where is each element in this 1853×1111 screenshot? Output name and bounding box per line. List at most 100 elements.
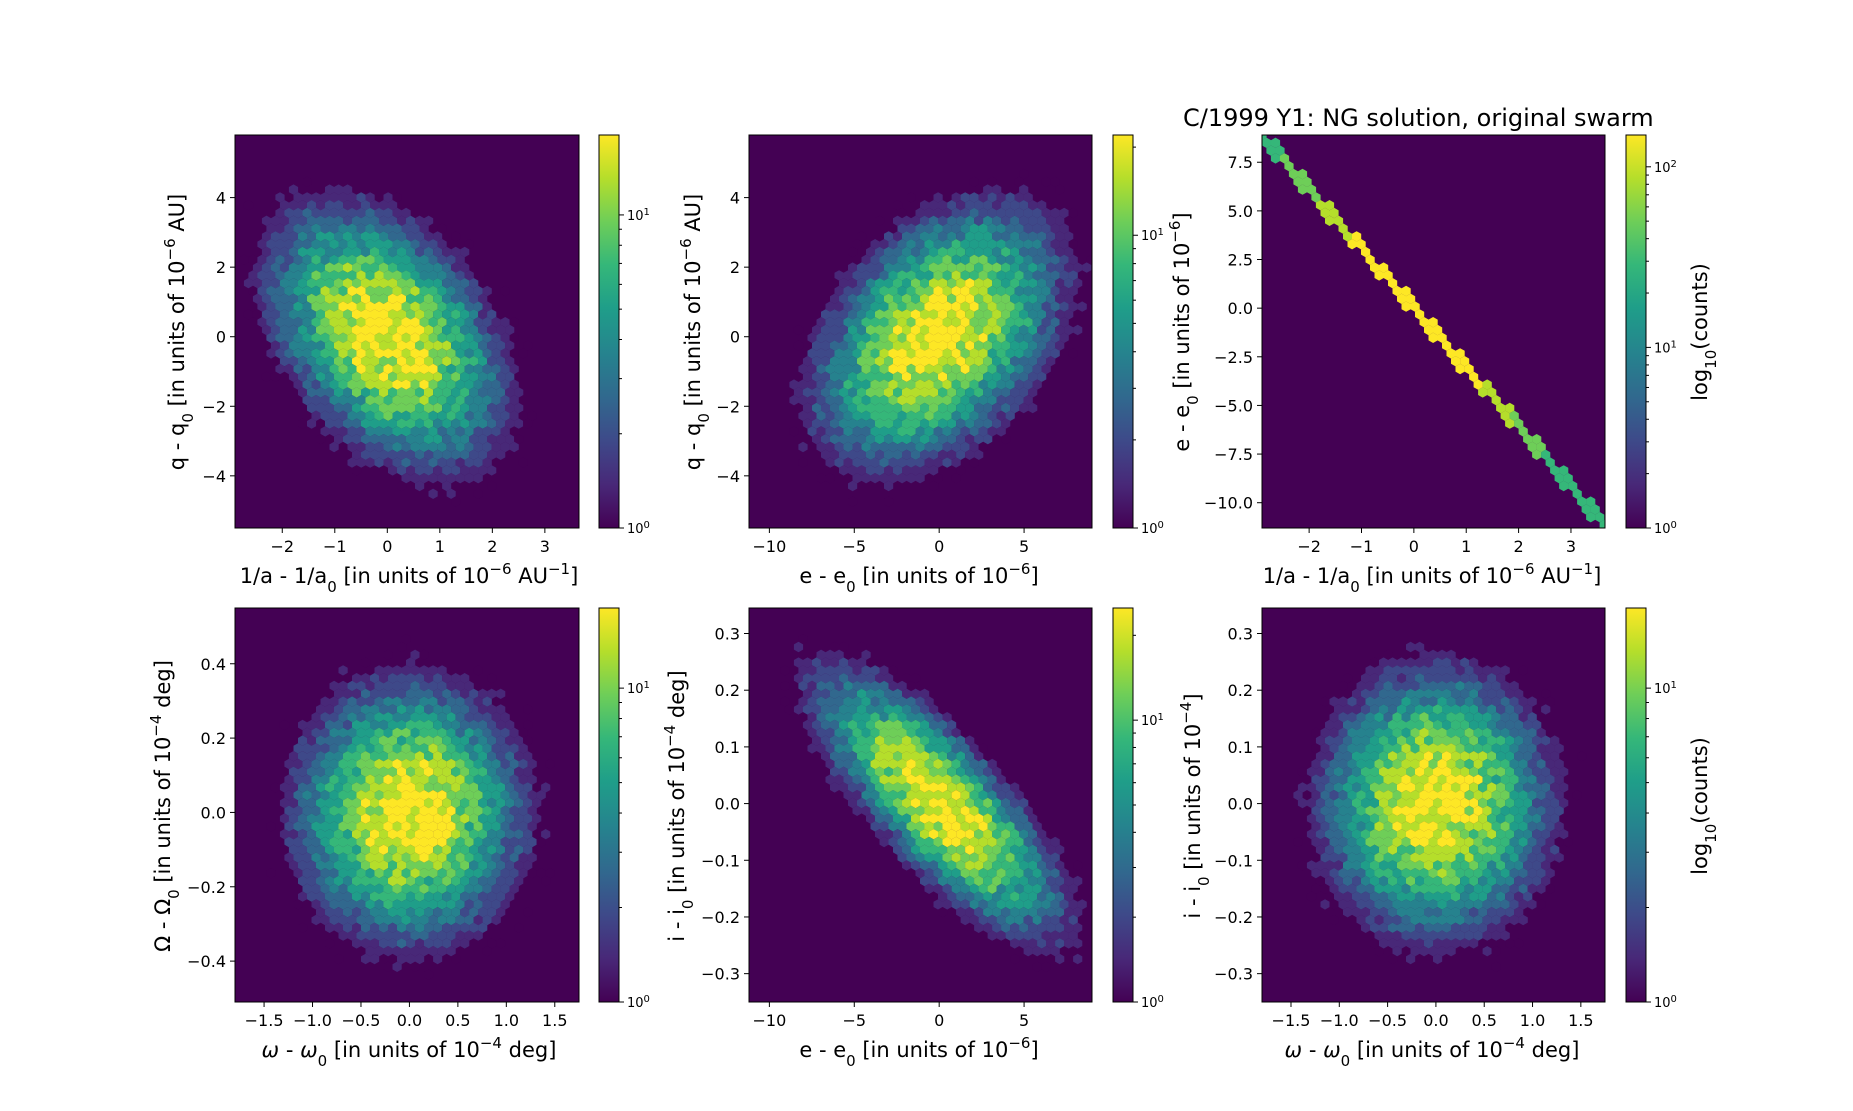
hexbin-cell xyxy=(320,883,330,894)
hexbin-cell xyxy=(293,285,303,297)
hexbin-cell xyxy=(960,207,970,219)
hexbin-cell xyxy=(428,285,438,297)
hexbin-cell xyxy=(343,922,353,933)
hexbin-cell xyxy=(451,293,461,304)
hexbin-cell xyxy=(419,665,429,676)
hexbin-cell xyxy=(338,805,348,816)
hexbin-cell xyxy=(1315,844,1326,855)
hexbin-cell xyxy=(933,441,943,453)
hexbin-cell xyxy=(334,434,344,445)
hexbin-cell xyxy=(279,340,290,351)
hexbin-cell xyxy=(1028,907,1038,918)
hexbin-cell xyxy=(455,696,465,707)
hexbin-cell xyxy=(311,410,321,421)
hexbin-cell xyxy=(419,441,429,453)
hexbin-cell xyxy=(415,371,425,382)
hexbin-cell xyxy=(374,805,384,816)
hexbin-cell xyxy=(1041,254,1051,265)
hexbin-cell xyxy=(266,332,276,343)
hexbin-cell xyxy=(1032,239,1042,250)
hexbin-cell xyxy=(816,348,826,359)
hexbin-cell xyxy=(1050,930,1060,941)
hexbin-cell xyxy=(1361,673,1371,684)
hexbin-cell xyxy=(388,402,398,414)
hexbin-cell xyxy=(1356,758,1366,770)
hexbin-cell xyxy=(1545,790,1555,801)
hexbin-cell xyxy=(1518,821,1528,832)
hexbin-cell xyxy=(1487,922,1497,933)
hexbin-cell xyxy=(924,317,934,328)
hexbin-cell xyxy=(415,449,425,460)
hexbin-cell xyxy=(275,207,285,219)
hexbin-cell xyxy=(866,324,876,336)
hexbin-cell xyxy=(1077,899,1087,910)
hexbin-cell xyxy=(460,371,470,382)
hexbin-cell xyxy=(915,285,925,297)
hexbin-cell xyxy=(1415,688,1425,699)
hexbin-cell xyxy=(347,301,357,312)
hexbin-cell xyxy=(406,907,416,918)
hexbin-cell xyxy=(816,727,826,738)
hexbin-cell xyxy=(911,844,921,855)
hexbin-cell xyxy=(298,751,308,762)
hexbin-cell xyxy=(933,395,943,406)
hexbin-cell xyxy=(1019,813,1029,824)
hexbin-cell xyxy=(325,797,335,809)
hexbin-cell xyxy=(388,875,398,887)
hexbin-cell xyxy=(879,332,889,343)
hexbin-cell xyxy=(1383,743,1393,754)
hexbin-cell xyxy=(415,735,425,746)
hexbin-cell xyxy=(419,270,429,281)
hexbin-cell xyxy=(1374,883,1384,894)
hexbin-cell xyxy=(1523,766,1533,777)
hexbin-cell xyxy=(1406,735,1416,746)
hexbin-cell xyxy=(397,953,407,965)
hexbin-cell xyxy=(329,254,339,265)
hexbin-cell xyxy=(424,735,434,746)
hexbin-cell xyxy=(243,278,254,289)
hexbin-cell xyxy=(1347,821,1357,832)
hexbin-cell xyxy=(1473,868,1483,879)
hexbin-cell xyxy=(316,262,326,273)
hexbin-cell xyxy=(1415,813,1425,824)
hexbin-cell xyxy=(870,426,880,437)
hexbin-cell xyxy=(893,434,903,445)
hexbin-cell xyxy=(473,301,483,312)
hexbin-cell xyxy=(1028,215,1038,226)
hexbin-cell xyxy=(410,270,420,281)
hexbin-cell xyxy=(1383,758,1393,770)
hexbin-cell xyxy=(1446,899,1456,910)
hexbin-cell xyxy=(374,696,384,707)
hexbin-cell xyxy=(424,969,434,980)
hexbin-cell xyxy=(478,891,488,902)
hexbin-cell xyxy=(834,743,844,754)
hexbin-cell xyxy=(965,891,975,902)
hexbin-cell xyxy=(275,270,285,281)
hexbin-cell xyxy=(1329,774,1339,785)
hexbin-cell xyxy=(1005,790,1015,801)
hexbin-cell xyxy=(464,680,474,692)
hexbin-cell xyxy=(825,363,835,375)
hexbin-cell xyxy=(960,332,970,343)
hexbin-cell xyxy=(460,293,470,304)
hexbin-cell xyxy=(911,215,921,226)
hexbin-cell xyxy=(911,371,921,382)
hexbin-cell xyxy=(933,270,943,281)
hexbin-cell xyxy=(870,270,880,281)
hexbin-cell xyxy=(320,395,330,406)
hexbin-cell xyxy=(1365,774,1375,785)
hexbin-cell xyxy=(879,379,889,390)
hexbin-cell xyxy=(374,883,384,894)
hexbin-cell xyxy=(830,766,840,777)
hexbin-cell xyxy=(1406,907,1416,918)
hexbin-cell xyxy=(789,379,799,390)
hexbin-cell xyxy=(320,743,330,754)
hexbin-cell xyxy=(446,743,456,754)
hexbin-cell xyxy=(496,688,506,699)
hexbin-cell xyxy=(1325,813,1335,824)
hexbin-cell xyxy=(1315,782,1326,793)
hexbin-cell xyxy=(325,262,335,273)
hexbin-cell xyxy=(857,751,867,762)
hexbin-cell xyxy=(1437,930,1447,941)
hexbin-cell xyxy=(1320,207,1330,219)
